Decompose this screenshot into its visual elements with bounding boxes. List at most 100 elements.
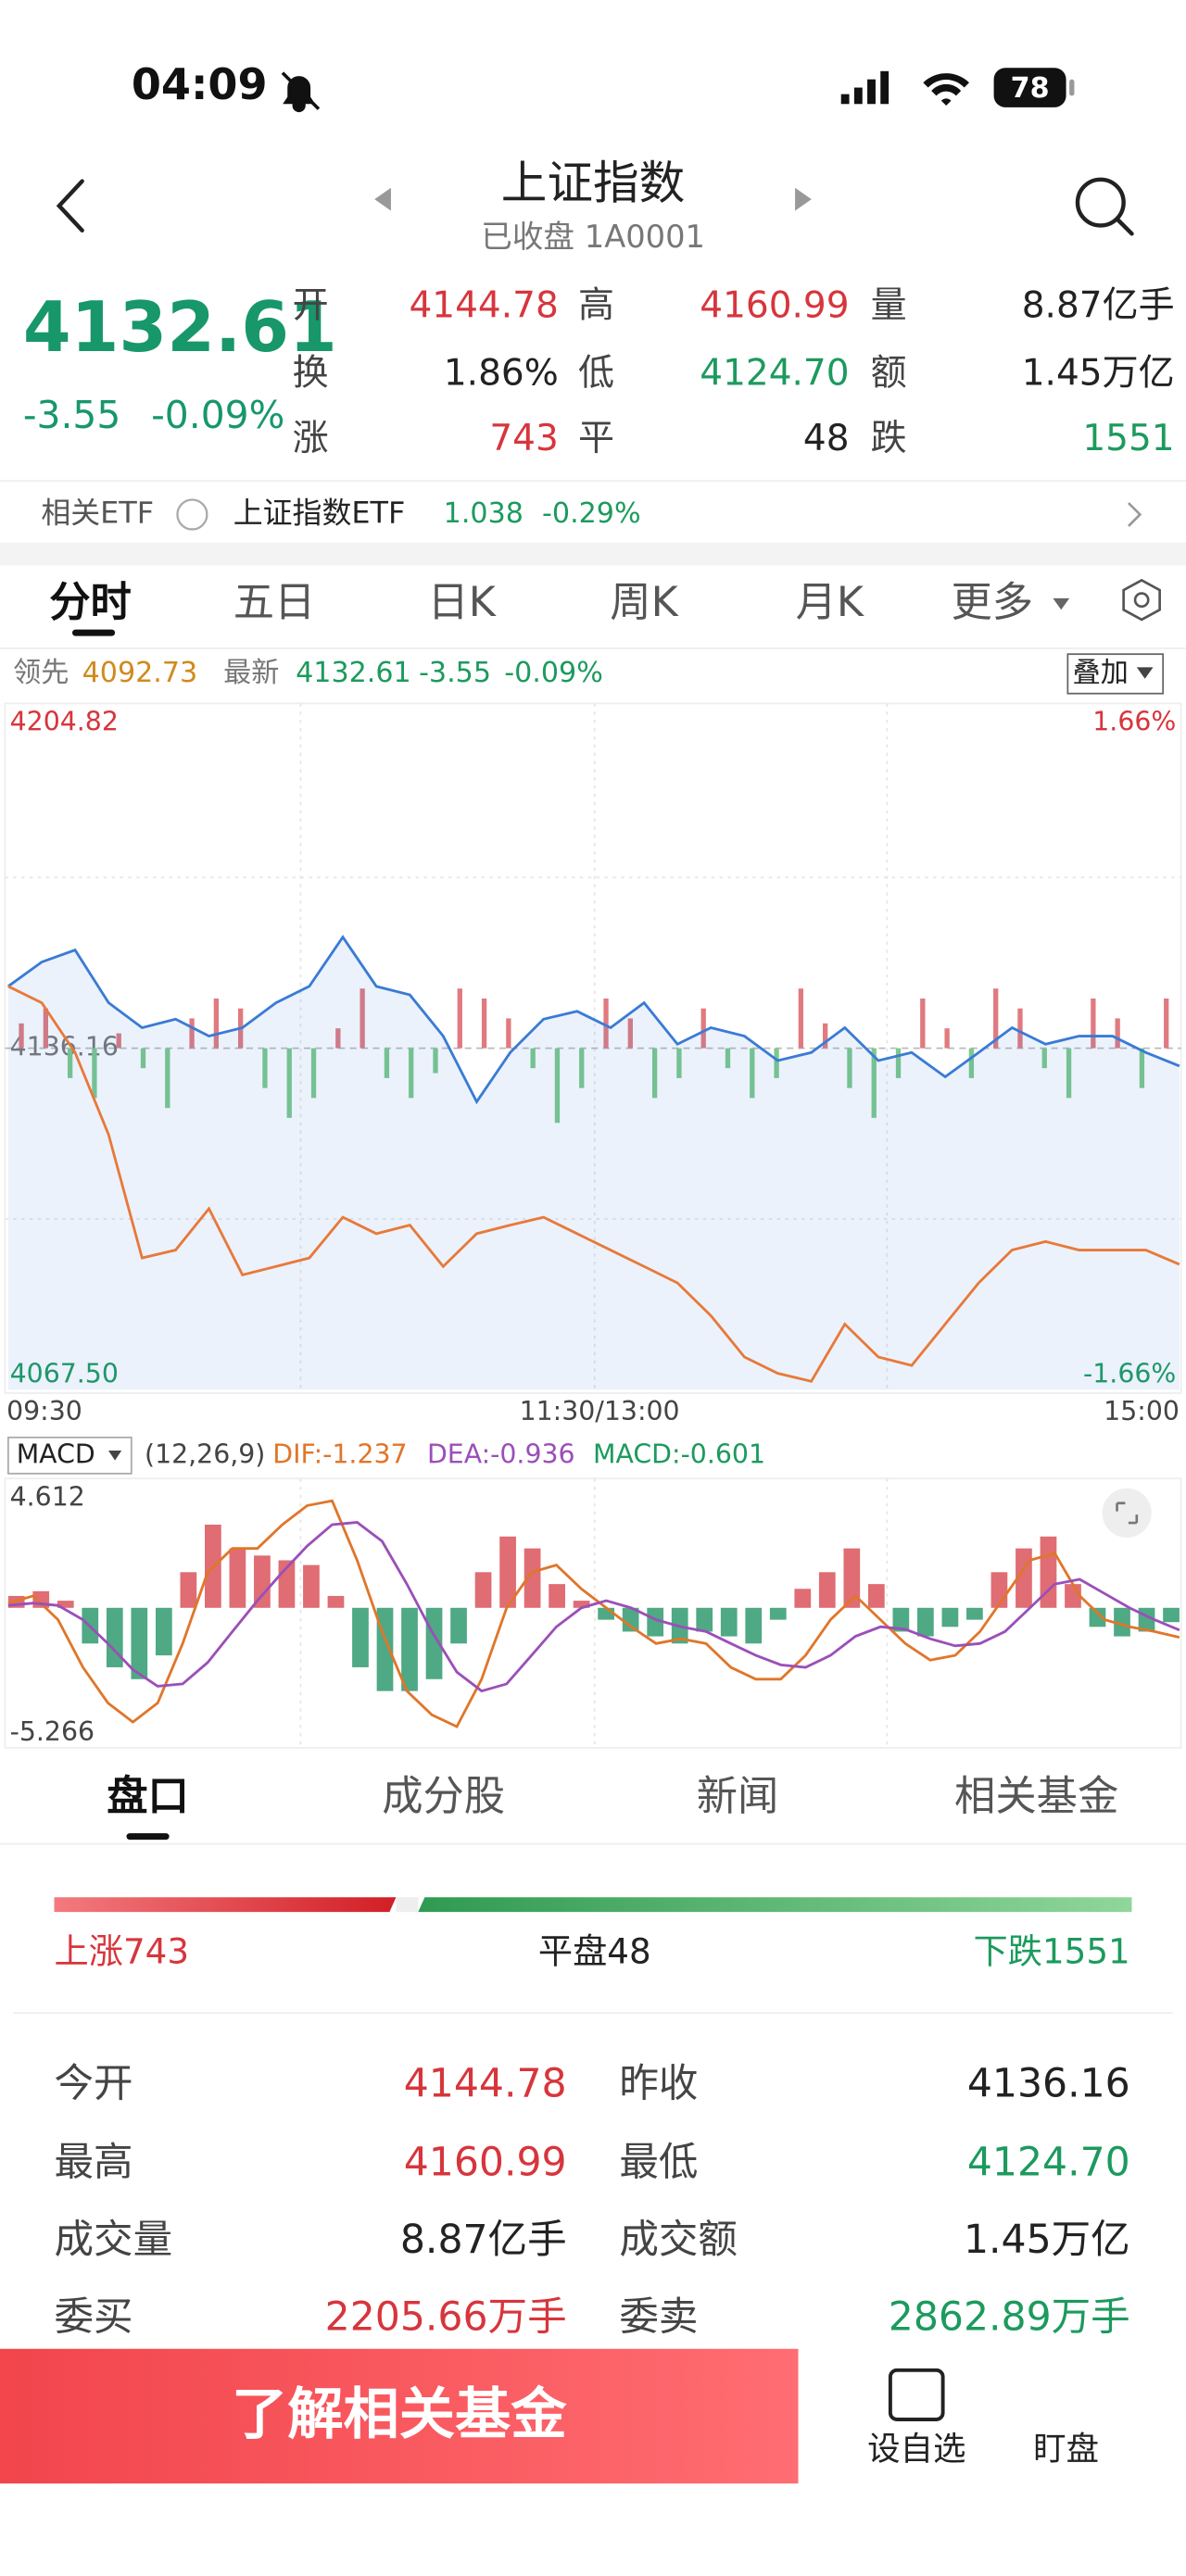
macd-bar bbox=[327, 1595, 345, 1608]
chart-tab[interactable]: 日K bbox=[427, 579, 496, 626]
chevron[interactable] bbox=[1128, 502, 1142, 527]
status-time: 04:09 bbox=[132, 59, 268, 109]
macd-bar bbox=[867, 1584, 885, 1608]
tick-bar bbox=[409, 1048, 414, 1099]
stat-label: 换 bbox=[293, 352, 329, 394]
macd-bar bbox=[155, 1607, 172, 1656]
x-tick-label: 15:00 bbox=[1104, 1396, 1180, 1426]
legend-value: -0.09% bbox=[504, 657, 603, 689]
macd-bar bbox=[1163, 1607, 1180, 1623]
detail-tab[interactable]: 新闻 bbox=[697, 1773, 779, 1820]
button-label[interactable]: 了解相关基金 bbox=[232, 2382, 567, 2447]
legend-label: 最新 bbox=[223, 657, 279, 689]
tick-bar bbox=[895, 1048, 902, 1078]
macd-bar bbox=[892, 1607, 910, 1632]
macd-bar bbox=[450, 1607, 467, 1644]
stat-label: 涨 bbox=[293, 418, 329, 459]
title: 上证指数 bbox=[501, 156, 685, 209]
prev-index[interactable] bbox=[374, 187, 391, 211]
tick-bar bbox=[676, 1048, 682, 1078]
tick-bar bbox=[360, 988, 365, 1049]
expand-button[interactable] bbox=[1102, 1488, 1152, 1538]
stat-value: 4160.99 bbox=[700, 285, 849, 327]
etf-price: 1.038 bbox=[444, 497, 524, 530]
quote-value: 4136.16 bbox=[967, 2062, 1130, 2107]
quote-value: 4160.99 bbox=[404, 2141, 567, 2186]
breadth-label: 下跌1551 bbox=[974, 1930, 1130, 1971]
stat-value: 48 bbox=[803, 418, 850, 459]
stat-label: 量 bbox=[871, 285, 907, 327]
stat-label: 开 bbox=[293, 285, 329, 327]
divider bbox=[0, 542, 1186, 566]
chart-tab[interactable]: 月K bbox=[796, 579, 864, 626]
detail-tab[interactable]: 盘口 bbox=[107, 1773, 189, 1820]
indicator-name[interactable]: MACD bbox=[17, 1439, 95, 1469]
status-icons bbox=[281, 68, 1075, 113]
stat-value: 1.45万亿 bbox=[1022, 352, 1175, 394]
tick-bar bbox=[1017, 1008, 1023, 1049]
price-area bbox=[7, 936, 1180, 1390]
macd-bar bbox=[229, 1548, 246, 1608]
chart-tab[interactable]: 分时 bbox=[49, 579, 132, 626]
macd-bar bbox=[106, 1607, 123, 1667]
macd-bar bbox=[303, 1564, 320, 1608]
macd-bar bbox=[1089, 1607, 1106, 1627]
tick-bar bbox=[506, 1018, 511, 1049]
stat-value: 8.87亿手 bbox=[1022, 285, 1175, 327]
macd-bar bbox=[917, 1607, 934, 1637]
chart-tab[interactable]: 更多 bbox=[951, 579, 1033, 626]
dif-label: DIF:-1.237 bbox=[272, 1439, 407, 1469]
indicator-select[interactable] bbox=[6, 1436, 132, 1475]
nav-icons bbox=[56, 177, 1134, 236]
info-icon[interactable] bbox=[176, 498, 208, 531]
chart-tab[interactable]: 周K bbox=[610, 579, 678, 626]
divider bbox=[0, 1842, 1186, 1845]
overlay-label: 叠加 bbox=[1073, 657, 1129, 689]
quote-label: 成交量 bbox=[55, 2218, 173, 2263]
macd-bar bbox=[524, 1548, 541, 1608]
y-tick-label: -5.266 bbox=[10, 1716, 95, 1747]
indicator-params: (12,26,9) bbox=[145, 1439, 265, 1469]
chart-tab[interactable]: 五日 bbox=[233, 579, 316, 626]
detail-tab[interactable]: 相关基金 bbox=[954, 1773, 1118, 1820]
watch-icon[interactable] bbox=[888, 2368, 945, 2421]
legend-value: 4092.73 bbox=[82, 657, 198, 689]
macd-bar bbox=[598, 1607, 615, 1620]
macd-bar bbox=[1114, 1607, 1130, 1637]
tick-bar bbox=[1115, 1018, 1120, 1049]
tick-bar bbox=[847, 1048, 852, 1088]
tick-bar bbox=[920, 998, 926, 1049]
macd-bar bbox=[180, 1572, 197, 1608]
quote-label: 委买 bbox=[55, 2294, 133, 2340]
stat-value: 4144.78 bbox=[409, 285, 558, 327]
search-button[interactable] bbox=[1075, 177, 1126, 228]
tick-bar bbox=[1041, 1048, 1047, 1069]
settings-icon[interactable] bbox=[1122, 578, 1161, 622]
quote-value: 4124.70 bbox=[967, 2141, 1130, 2186]
divider bbox=[13, 2012, 1173, 2015]
macd-label: MACD:-0.601 bbox=[593, 1439, 765, 1469]
tick-bar bbox=[944, 1028, 950, 1049]
dif-line bbox=[7, 1499, 1180, 1728]
macd-bar bbox=[745, 1607, 763, 1644]
count: 743 bbox=[123, 1930, 189, 1971]
etf-name[interactable]: 上证指数ETF bbox=[233, 495, 406, 530]
stat-value: 4124.70 bbox=[700, 352, 849, 394]
label: 下跌 bbox=[974, 1930, 1042, 1971]
watch-label[interactable]: 设自选 bbox=[867, 2431, 965, 2469]
learn-fund-button[interactable] bbox=[0, 2348, 799, 2484]
detail-tab[interactable]: 成分股 bbox=[382, 1773, 505, 1820]
next-index[interactable] bbox=[795, 187, 812, 211]
tick-bar bbox=[1139, 1048, 1145, 1088]
dea-line bbox=[7, 1521, 1180, 1693]
label: 平盘 bbox=[538, 1930, 607, 1971]
stat-value: 1551 bbox=[1082, 418, 1174, 459]
tick-bar bbox=[92, 1048, 97, 1099]
stat-label: 平 bbox=[578, 418, 614, 459]
back-button[interactable] bbox=[56, 179, 84, 232]
monitor-label[interactable]: 盯盘 bbox=[1033, 2431, 1099, 2469]
x-tick-label: 11:30/13:00 bbox=[520, 1396, 680, 1426]
label: 上涨 bbox=[55, 1930, 123, 1971]
macd-bar bbox=[843, 1548, 861, 1608]
tick-bar bbox=[1164, 998, 1169, 1049]
